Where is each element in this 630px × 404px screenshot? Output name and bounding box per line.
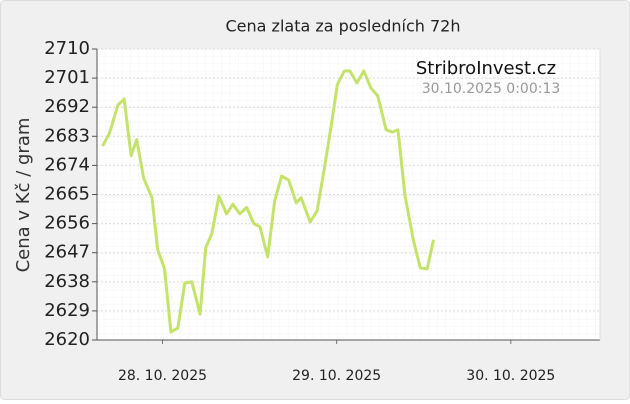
y-tick-label: 2683 — [44, 125, 90, 146]
x-tick-label: 28. 10. 2025 — [118, 368, 207, 384]
x-tick-label: 29. 10. 2025 — [292, 368, 381, 384]
y-tick-label: 2629 — [44, 300, 90, 321]
chart-title: Cena zlata za posledních 72h — [226, 17, 461, 36]
price-line — [101, 69, 435, 334]
y-axis-label: Cena v Kč / gram — [13, 118, 34, 273]
y-tick-label: 2674 — [44, 154, 90, 175]
y-tick-label: 2647 — [44, 242, 90, 263]
y-tick-label: 2620 — [44, 329, 90, 350]
minor-grid — [97, 49, 600, 340]
y-tick-label: 2701 — [44, 67, 90, 88]
watermark: StribroInvest.cz — [416, 58, 556, 79]
y-tick-label: 2638 — [44, 271, 90, 292]
y-tick-label: 2692 — [44, 96, 90, 117]
x-tick-label: 30. 10. 2025 — [466, 368, 555, 384]
timestamp: 30.10.2025 0:00:13 — [422, 81, 561, 97]
y-tick-label: 2710 — [44, 38, 90, 59]
y-tick-label: 2665 — [44, 184, 90, 205]
y-tick-label: 2656 — [44, 213, 90, 234]
